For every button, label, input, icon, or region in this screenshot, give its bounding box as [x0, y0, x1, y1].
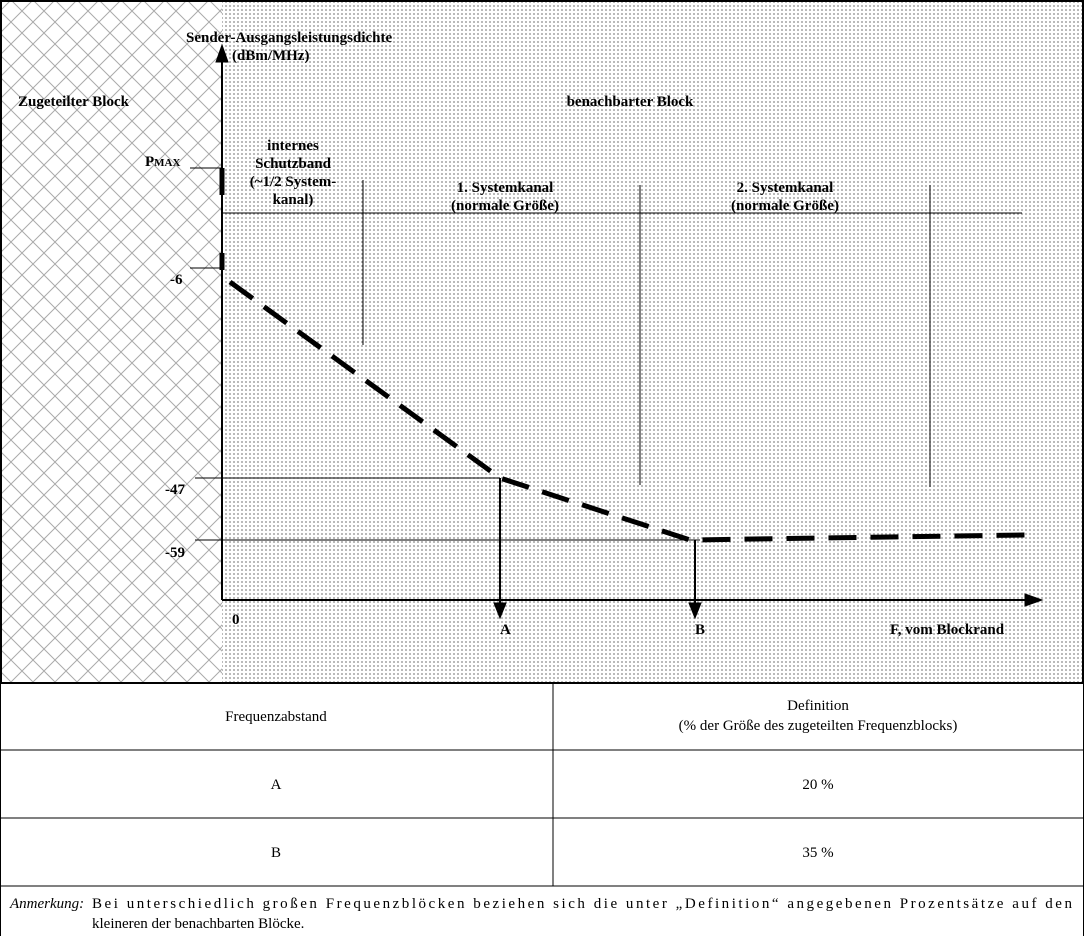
pmax-label: PMAX: [145, 154, 180, 170]
table-header: Definition: [787, 698, 849, 714]
right-region: benachbarter Block: [567, 94, 694, 110]
table-grid: [0, 683, 1084, 936]
table-header: (% der Größe des zugeteilten Frequenzblo…: [679, 718, 958, 734]
table-header: Frequenzabstand: [225, 709, 327, 725]
channel-1: (normale Größe): [451, 198, 559, 214]
table-cell: A: [271, 777, 282, 793]
note-label: Anmerkung:: [9, 896, 84, 912]
level-label: -6: [170, 272, 183, 288]
y-axis-title: Sender-Ausgangsleistungsdichte: [186, 30, 392, 46]
channel-1: 1. Systemkanal: [457, 180, 554, 196]
x-label: B: [695, 622, 705, 638]
diagram-frame: [0, 0, 1084, 684]
guard-band: (~1/2 System-: [250, 174, 337, 190]
pmax-sub: MAX: [154, 157, 180, 169]
adjacent-area: [222, 0, 1084, 683]
note-text: Bei unterschiedlich großen Frequenzblöck…: [92, 896, 1072, 912]
table-cell: 35 %: [802, 845, 833, 861]
left-region: Zugeteilter Block: [18, 94, 130, 110]
channel-2: 2. Systemkanal: [737, 180, 834, 196]
level-label: -59: [165, 545, 185, 561]
level-label: -47: [165, 482, 185, 498]
channel-2: (normale Größe): [731, 198, 839, 214]
x-label: 0: [232, 612, 240, 628]
table-cell: 20 %: [802, 777, 833, 793]
guard-band: Schutzband: [255, 156, 332, 172]
guard-band: internes: [267, 138, 319, 154]
note-text: kleineren der benachbarten Blöcke.: [92, 916, 304, 932]
x-label: A: [500, 622, 511, 638]
table-cell: B: [271, 845, 281, 861]
pmax: P: [145, 154, 154, 170]
axes: [190, 43, 1044, 620]
y-axis-unit: (dBm/MHz): [232, 48, 309, 64]
guard-band: kanal): [273, 192, 314, 208]
allocated-area: [0, 0, 222, 683]
x-label: F, vom Blockrand: [890, 622, 1005, 638]
